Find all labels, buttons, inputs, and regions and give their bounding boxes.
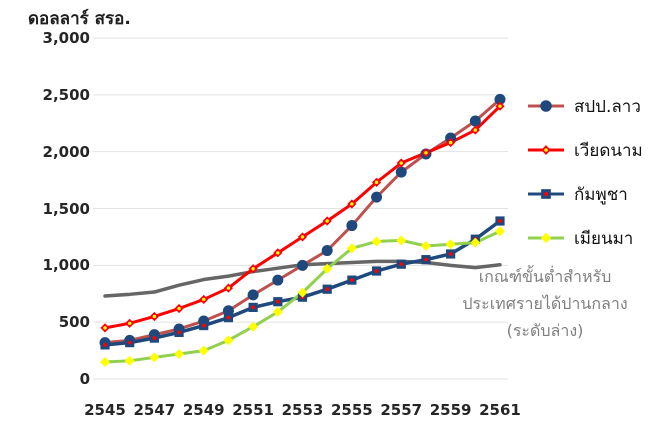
laos-marker [272, 274, 284, 286]
y-tick-label: 3,000 [42, 29, 90, 47]
legend-item-cambodia: กัมพูชา [527, 172, 643, 216]
myanmar-marker [322, 263, 333, 274]
x-tick-label: 2545 [84, 401, 126, 419]
myanmar-marker [346, 243, 357, 254]
vietnam-marker [174, 303, 184, 314]
myanmar-marker [495, 226, 505, 237]
myanmar-marker [470, 237, 481, 248]
laos-marker [395, 166, 407, 178]
legend-label-myanmar: เมียนมา [574, 228, 634, 249]
vietnam-marker [396, 158, 406, 168]
x-tick-label: 2551 [232, 401, 274, 419]
y-tick-label: 2,000 [42, 142, 90, 161]
cambodia-marker [371, 266, 382, 276]
myanmar-marker [420, 241, 431, 252]
laos-line-marker-icon [527, 98, 565, 114]
myanmar-marker [272, 306, 283, 317]
threshold-annotation-line1: เกณฑ์ขั้นต่ำสำหรับ [478, 267, 612, 286]
vietnam-marker [223, 283, 234, 293]
vietnam-line-marker-icon [527, 142, 565, 158]
laos-marker [346, 220, 358, 232]
threshold-annotation: เกณฑ์ขั้นต่ำสำหรับ ประเทศรายได้ปานกลาง (… [438, 263, 650, 344]
myanmar-marker [371, 236, 382, 247]
threshold-annotation-line2: ประเทศรายได้ปานกลาง [462, 294, 628, 313]
myanmar-marker [223, 335, 234, 346]
x-tick-label: 2555 [331, 401, 373, 419]
legend-label-vietnam: เวียดนาม [574, 140, 643, 161]
laos-marker [371, 191, 383, 203]
myanmar-marker [445, 239, 456, 250]
myanmar-marker [248, 321, 259, 332]
cambodia-marker [149, 333, 159, 343]
vietnam-marker [541, 145, 551, 155]
vietnam-marker [199, 294, 209, 305]
vietnam-marker [421, 148, 431, 158]
legend-label-laos: สปป.ลาว [574, 96, 641, 117]
legend-label-cambodia: กัมพูชา [574, 184, 628, 205]
laos-marker [469, 115, 481, 127]
vietnam-marker [248, 264, 258, 274]
laos-marker [494, 93, 506, 105]
myanmar-line-marker-icon [527, 230, 565, 246]
myanmar-marker [297, 287, 308, 298]
myanmar-marker [396, 235, 407, 246]
myanmar-marker [198, 345, 209, 356]
laos-marker [321, 245, 333, 257]
cambodia-marker [273, 297, 283, 307]
vietnam-marker [470, 125, 480, 135]
myanmar-marker [124, 355, 135, 366]
myanmar-marker [100, 356, 110, 367]
legend-item-myanmar: เมียนมา [527, 216, 643, 260]
vietnam-marker [149, 311, 159, 322]
y-tick-label: 1,500 [42, 199, 90, 218]
cambodia-marker [322, 284, 332, 294]
cambodia-marker [347, 275, 357, 285]
cambodia-marker [421, 255, 431, 265]
laos-marker [297, 259, 308, 271]
y-tick-label: 0 [79, 370, 90, 388]
vietnam-marker [371, 177, 382, 187]
cambodia-marker [248, 302, 258, 312]
cambodia-marker [125, 338, 135, 348]
x-tick-label: 2561 [479, 401, 521, 419]
cambodia-marker [396, 259, 406, 269]
cambodia-marker [174, 327, 184, 337]
chart-title: ดอลลาร์ สรอ. [28, 9, 131, 29]
myanmar-marker [174, 348, 185, 359]
myanmar-marker [149, 352, 160, 363]
vietnam-marker [495, 101, 505, 111]
y-tick-label: 500 [58, 313, 90, 332]
vietnam-marker [347, 199, 357, 209]
y-tick-label: 2,500 [42, 85, 90, 104]
legend-item-vietnam: เวียดนาม [527, 128, 643, 172]
x-tick-label: 2557 [380, 401, 423, 419]
legend-item-laos: สปป.ลาว [527, 84, 643, 128]
vietnam-marker [297, 232, 308, 242]
x-tick-label: 2547 [133, 401, 176, 419]
cambodia-marker [100, 340, 110, 350]
vietnam-marker [100, 323, 110, 333]
cambodia-marker [495, 216, 505, 226]
cambodia-marker [446, 249, 456, 259]
vietnam-marker [273, 248, 283, 258]
threshold-annotation-line3: (ระดับล่าง) [506, 321, 584, 340]
cambodia-marker [199, 320, 209, 331]
legend: สปป.ลาว เวียดนาม กัมพูชา เมียนมา [527, 84, 643, 260]
x-tick-label: 2559 [429, 401, 472, 419]
y-tick-label: 1,000 [42, 256, 90, 275]
laos-marker [540, 100, 552, 112]
vietnam-marker [446, 137, 456, 148]
cambodia-marker [541, 189, 551, 199]
x-tick-label: 2549 [182, 401, 225, 419]
x-tick-label: 2553 [281, 401, 324, 419]
myanmar-marker [540, 232, 552, 244]
cambodia-line-marker-icon [527, 186, 565, 202]
laos-marker [247, 289, 259, 301]
vietnam-marker [125, 318, 135, 328]
vietnam-marker [322, 216, 332, 226]
cambodia-marker [223, 313, 234, 323]
